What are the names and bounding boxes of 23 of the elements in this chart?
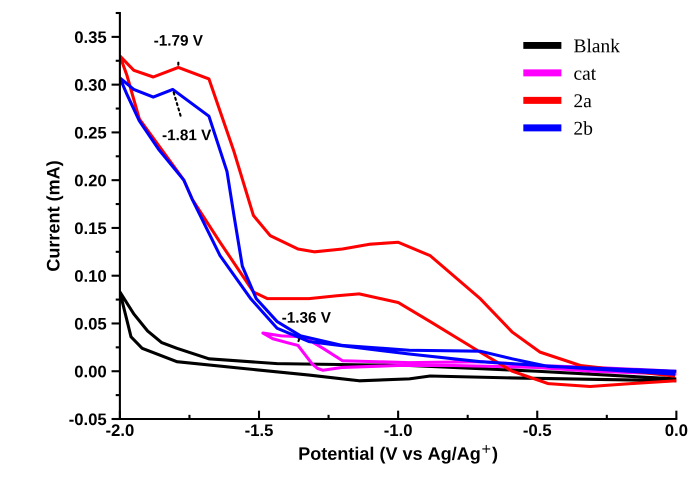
legend-label: 2b (574, 121, 592, 135)
annotation: -1.79 V (154, 34, 203, 46)
y-tick-label: 0.10 (74, 270, 106, 282)
legend-label: Blank (574, 38, 620, 52)
y-tick-label: 0.20 (74, 174, 106, 186)
legend-label: 2a (574, 94, 592, 108)
x-tick-label: -0.5 (524, 424, 552, 436)
y-tick-label: -0.05 (69, 413, 106, 426)
annotation: -1.36 V (282, 312, 331, 323)
annotation: -1.81 V (162, 130, 212, 140)
x-tick-label: 0.0 (665, 424, 688, 436)
y-tick-label: 0.15 (74, 222, 106, 234)
y-tick-label: 0.25 (74, 126, 106, 139)
y-tick-label: 0.00 (74, 366, 106, 378)
x-tick-label: -1.5 (245, 424, 273, 436)
y-tick-label: 0.05 (74, 318, 106, 330)
x-axis-title: Potential (V vs Ag/Ag$^{+}$) (299, 444, 498, 464)
legend-label: cat (574, 68, 596, 80)
y-tick-label: 0.30 (74, 79, 106, 91)
x-tick-label: -1.0 (384, 424, 412, 436)
y-tick-label: 0.35 (74, 31, 106, 44)
x-tick-label: -2.0 (106, 424, 134, 436)
y-axis-title: Current (mA) (46, 161, 64, 271)
